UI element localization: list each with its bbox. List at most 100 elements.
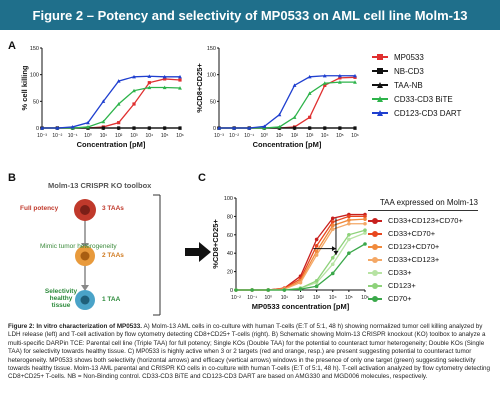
data-point	[322, 81, 327, 85]
x-tick-label: 10⁻²	[231, 295, 241, 301]
data-point	[363, 231, 367, 235]
legend-label: CD33+CD123+CD70+	[388, 216, 463, 225]
y-tick-label: 100	[224, 196, 233, 202]
data-point	[307, 74, 312, 79]
y-tick-label: 60	[227, 233, 233, 239]
legend-item-cd33-cd3-bite: CD33-CD3 BiTE	[372, 92, 461, 106]
data-point	[347, 218, 351, 222]
data-point	[262, 124, 267, 128]
y-axis-label: % cell killing	[20, 65, 29, 110]
data-point	[347, 237, 351, 242]
legend-marker	[368, 256, 382, 263]
panel-a-legend: MP0533 NB-CD3 TAA-NB CD33-CD3 BiTE CD123…	[372, 50, 461, 120]
panel-a-cell-killing-chart: 0 50 100 150 10⁻³ 10⁻² 10⁻¹ 10⁰ 10¹ 10² 10³ 10⁴ 10⁵ 1…	[20, 46, 184, 149]
x-tick-label: 10⁶	[361, 295, 369, 301]
legend-marker	[368, 243, 382, 250]
label-3-taas: 3 TAAs	[102, 205, 124, 212]
legend-marker	[372, 53, 388, 61]
data-point	[347, 214, 351, 219]
data-point	[363, 217, 367, 221]
data-point	[363, 214, 367, 219]
x-tick-label: 10⁴	[145, 133, 153, 139]
x-tick-label: 10⁻¹	[244, 133, 254, 139]
data-point	[298, 280, 303, 285]
x-tick-label: 10³	[306, 133, 314, 139]
legend-label: CD123+CD70+	[388, 242, 440, 251]
x-tick-label: 10⁻¹	[247, 295, 257, 301]
x-tick-label: 10⁴	[321, 133, 329, 139]
efficacy-arrow-head	[333, 251, 339, 256]
x-tick-label: 10⁴	[329, 295, 337, 301]
x-tick-label: 10⁻²	[52, 133, 62, 139]
data-point	[298, 287, 303, 291]
data-point	[337, 80, 342, 84]
data-point	[337, 126, 342, 130]
data-point	[55, 126, 60, 130]
data-point	[307, 126, 312, 130]
x-tick-label: 10²	[291, 133, 299, 139]
data-point	[353, 75, 357, 79]
legend-item-mp0533: MP0533	[372, 50, 461, 64]
data-point	[363, 221, 367, 226]
data-point	[308, 115, 312, 119]
big-arrow	[185, 242, 211, 262]
x-tick-label: 10⁰	[84, 133, 92, 139]
data-point	[132, 74, 136, 79]
arrow-head	[81, 285, 89, 291]
data-point	[323, 83, 327, 87]
data-point	[347, 221, 351, 226]
legend-label: CD33-CD3 BiTE	[394, 94, 453, 104]
data-point	[163, 77, 167, 81]
arrow-head	[199, 242, 211, 262]
data-point	[292, 83, 297, 87]
label-1-taa: 1 TAA	[102, 296, 121, 303]
legend-marker	[372, 95, 388, 103]
legend-item-taa-nb: TAA-NB	[372, 78, 461, 92]
figure-caption: Figure 2: In vitro characterization of M…	[8, 323, 494, 382]
data-point	[101, 119, 106, 124]
legend-label: CD33+	[388, 268, 412, 277]
x-tick-label: 10⁰	[261, 133, 269, 139]
legend-item: CD33+CD123+CD70+	[368, 214, 478, 227]
x-tick-label: 10²	[297, 295, 305, 301]
data-point	[132, 126, 136, 130]
x-tick-label: 10¹	[100, 133, 108, 139]
data-point	[232, 126, 237, 130]
legend-label: TAA-NB	[394, 80, 423, 90]
data-point	[277, 125, 282, 129]
series-line	[42, 78, 181, 129]
data-point	[147, 126, 152, 130]
legend-item: CD33+	[368, 266, 478, 279]
nucleus-icon	[80, 251, 90, 261]
legend-marker	[372, 67, 388, 75]
series-line	[219, 75, 355, 129]
legend-label: NB-CD3	[394, 66, 424, 76]
y-tick-label: 50	[33, 99, 39, 105]
data-point	[330, 271, 335, 276]
data-point	[101, 99, 106, 103]
x-tick-label: 10⁵	[345, 295, 353, 301]
y-tick-label: 20	[227, 270, 233, 276]
toolbox-title: Molm-13 CRISPR KO toolbox	[48, 181, 152, 190]
data-point	[353, 126, 357, 130]
y-tick-label: 0	[36, 126, 39, 132]
data-point	[86, 120, 90, 125]
data-point	[322, 126, 327, 130]
x-tick-label: 10⁻³	[37, 133, 47, 139]
data-point	[347, 251, 351, 255]
legend-label: CD33+CD70+	[388, 229, 436, 238]
y-tick-label: 150	[30, 46, 39, 52]
y-tick-label: 40	[227, 251, 233, 257]
data-point	[147, 81, 151, 85]
data-point	[314, 249, 319, 254]
data-point	[330, 220, 335, 224]
data-point	[314, 279, 319, 283]
panel-c-label: C	[198, 172, 206, 184]
data-point	[116, 126, 121, 130]
label-full-potency: Full potency	[20, 205, 59, 212]
x-tick-label: 10⁰	[264, 295, 272, 301]
data-point	[282, 288, 287, 292]
panel-b-schematic	[74, 194, 161, 316]
data-point	[330, 262, 335, 267]
legend-label: CD123+	[388, 281, 416, 290]
